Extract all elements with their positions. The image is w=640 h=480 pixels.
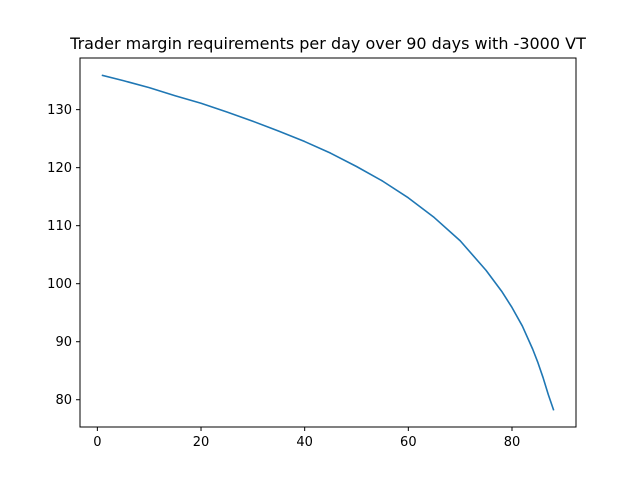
x-tick-label: 40 bbox=[296, 435, 313, 450]
x-tick-label: 60 bbox=[400, 435, 417, 450]
x-tick-label: 0 bbox=[93, 435, 101, 450]
x-axis: 0 20 40 60 80 bbox=[93, 427, 520, 450]
x-tick-label: 20 bbox=[193, 435, 210, 450]
series-layer bbox=[101, 74, 555, 411]
y-axis: 80 90 100 110 120 130 bbox=[47, 103, 80, 408]
y-tick-label: 110 bbox=[47, 219, 72, 234]
y-tick-label: 90 bbox=[55, 335, 72, 350]
y-tick-label: 120 bbox=[47, 161, 72, 176]
plot-area-frame bbox=[79, 57, 577, 428]
y-tick-label: 80 bbox=[55, 393, 72, 408]
x-tick-label: 80 bbox=[504, 435, 521, 450]
chart-title: Trader margin requirements per day over … bbox=[69, 34, 586, 53]
y-tick-label: 130 bbox=[47, 103, 72, 118]
y-tick-label: 100 bbox=[47, 277, 72, 292]
series-line bbox=[101, 74, 555, 411]
